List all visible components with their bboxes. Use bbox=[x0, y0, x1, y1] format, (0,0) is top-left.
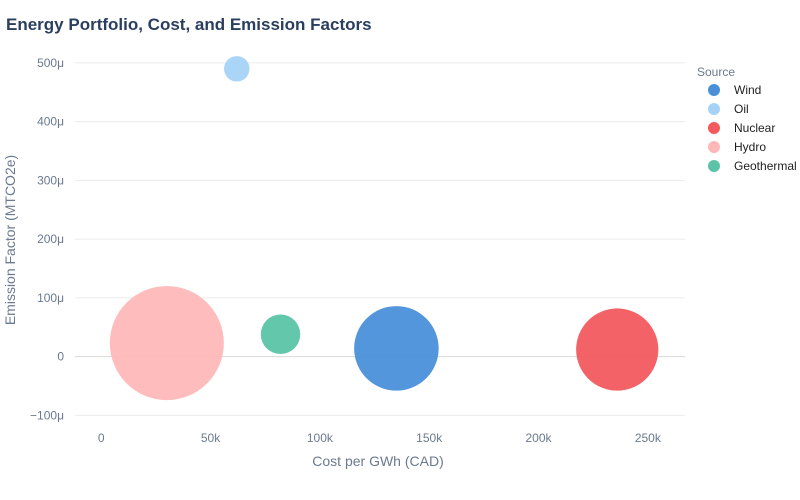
y-tick-label: 200μ bbox=[37, 232, 64, 246]
bubbles bbox=[109, 56, 659, 401]
y-tick-label: 0 bbox=[57, 350, 64, 364]
legend-marker-oil[interactable] bbox=[708, 103, 720, 115]
x-tick-label: 150k bbox=[416, 431, 443, 445]
y-tick-label: 500μ bbox=[37, 56, 64, 70]
legend-marker-nuclear[interactable] bbox=[708, 122, 720, 134]
x-axis-title: Cost per GWh (CAD) bbox=[312, 453, 443, 469]
legend-label-nuclear[interactable]: Nuclear bbox=[734, 121, 775, 135]
y-axis-title: Emission Factor (MTCO2e) bbox=[2, 155, 18, 325]
legend-label-oil[interactable]: Oil bbox=[734, 102, 749, 116]
legend-marker-hydro[interactable] bbox=[708, 141, 720, 153]
legend-marker-wind[interactable] bbox=[708, 84, 720, 96]
legend-marker-geothermal[interactable] bbox=[708, 160, 720, 172]
legend-title: Source bbox=[697, 65, 735, 79]
bubble-wind[interactable] bbox=[354, 306, 439, 391]
legend: Source Wind Oil Nuclear Hydro Geothermal bbox=[697, 65, 797, 173]
bubble-hydro[interactable] bbox=[109, 286, 224, 401]
x-tick-label: 100k bbox=[307, 431, 334, 445]
y-tick-label: −100μ bbox=[30, 408, 64, 422]
x-tick-label: 250k bbox=[635, 431, 662, 445]
chart-title: Energy Portfolio, Cost, and Emission Fac… bbox=[6, 15, 372, 34]
x-tick-label: 200k bbox=[525, 431, 552, 445]
y-tick-label: 300μ bbox=[37, 173, 64, 187]
legend-label-wind[interactable]: Wind bbox=[734, 83, 761, 97]
bubble-nuclear[interactable] bbox=[576, 308, 659, 391]
legend-label-hydro[interactable]: Hydro bbox=[734, 140, 766, 154]
y-axis-ticks: −100μ 0 100μ 200μ 300μ 400μ 500μ bbox=[30, 56, 64, 422]
y-tick-label: 400μ bbox=[37, 115, 64, 129]
y-tick-label: 100μ bbox=[37, 291, 64, 305]
x-tick-label: 0 bbox=[98, 431, 105, 445]
bubble-geothermal[interactable] bbox=[260, 314, 301, 355]
x-tick-label: 50k bbox=[201, 431, 221, 445]
legend-label-geothermal[interactable]: Geothermal bbox=[734, 159, 797, 173]
x-axis-ticks: 0 50k 100k 150k 200k 250k bbox=[98, 431, 662, 445]
bubble-oil[interactable] bbox=[224, 56, 250, 82]
